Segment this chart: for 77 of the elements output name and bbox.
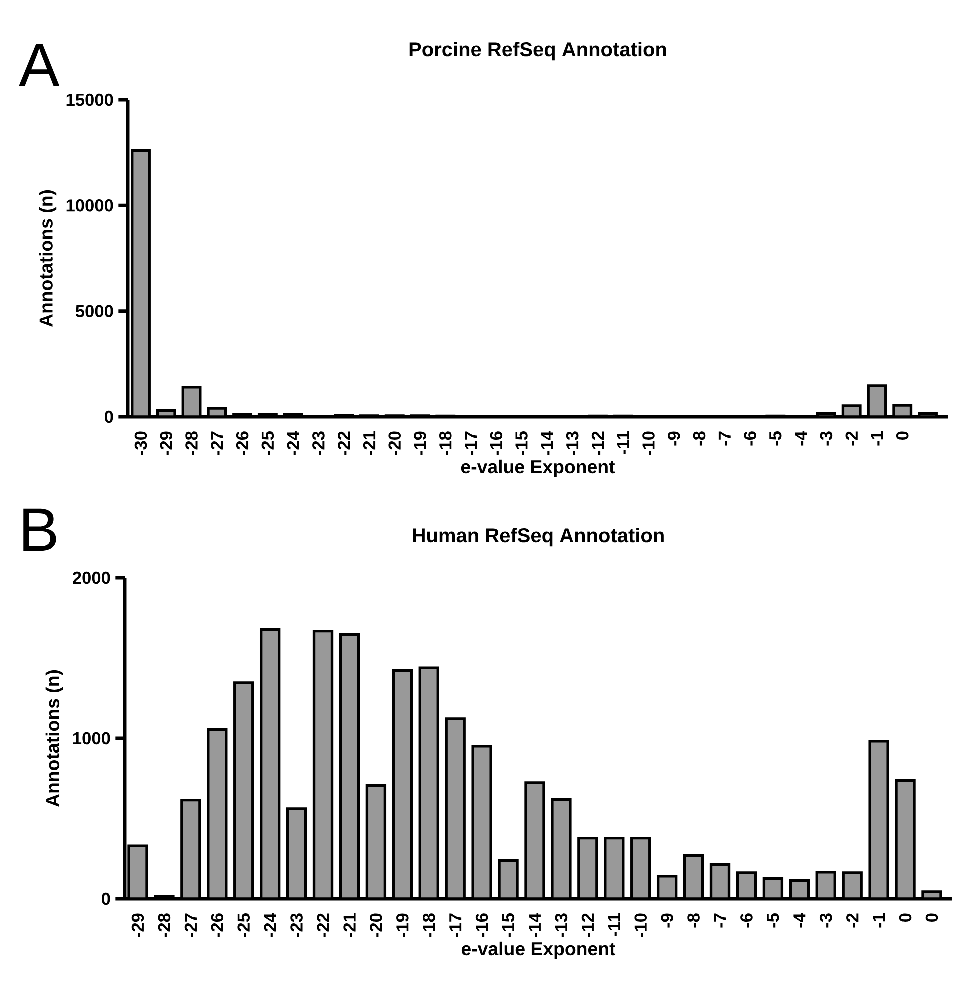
y-tick-label: 0 <box>105 410 114 424</box>
x-axis-title: e-value Exponent <box>462 942 616 960</box>
x-tick-label: -28 <box>186 432 198 456</box>
x-tick-label: -9 <box>661 914 674 928</box>
x-tick-label: -21 <box>363 432 376 456</box>
x-tick-label: -5 <box>770 432 782 446</box>
x-tick-label: -1 <box>871 432 884 446</box>
x-tick-label: -24 <box>287 431 300 456</box>
x-tick-label: -1 <box>873 914 886 928</box>
x-tick-label: -23 <box>290 914 303 938</box>
x-tick-label: -30 <box>134 432 148 456</box>
x-tick-label: -18 <box>440 432 452 456</box>
x-tick-label: -16 <box>490 432 503 456</box>
x-tick-label: -17 <box>465 432 477 456</box>
x-tick-label: -6 <box>744 432 756 446</box>
y-tick-label: 2000 <box>73 572 110 584</box>
x-tick-label: -2 <box>846 432 858 446</box>
y-axis-title: Annotations (n) <box>46 670 64 807</box>
text: A <box>19 44 60 86</box>
x-tick-label: -13 <box>566 432 579 456</box>
x-tick-label: -21 <box>344 914 356 938</box>
text: B <box>24 508 56 552</box>
x-tick-label: -7 <box>714 914 726 928</box>
y-tick-label: 0 <box>102 892 110 906</box>
x-tick-label: -27 <box>211 432 224 456</box>
x-tick-label: -14 <box>529 913 541 938</box>
x-tick-label: -29 <box>132 914 144 938</box>
y-tick-label: 5000 <box>76 305 114 318</box>
x-tick-label: -25 <box>238 914 250 938</box>
x-tick-label: -15 <box>502 914 515 938</box>
x-tick-label: -3 <box>820 914 832 928</box>
x-tick-label: 0 <box>896 432 909 440</box>
y-tick-label: 15000 <box>66 94 114 106</box>
chart-title: Porcine RefSeq Annotation <box>410 42 666 61</box>
x-tick-label: -24 <box>264 913 276 938</box>
x-tick-label: 0 <box>899 914 912 922</box>
x-tick-label: -16 <box>476 914 488 938</box>
x-tick-label: -2 <box>846 914 859 928</box>
x-tick-label: -13 <box>555 914 568 938</box>
x-tick-label: -4 <box>795 431 808 446</box>
x-tick-label: -4 <box>794 913 806 928</box>
x-axis-title: e-value Exponent <box>461 460 616 478</box>
x-tick-label: -18 <box>422 914 436 938</box>
x-tick-label: -10 <box>634 914 647 938</box>
x-tick-label: -14 <box>541 431 554 456</box>
x-tick-label: -20 <box>370 914 382 938</box>
y-tick-label: 10000 <box>66 200 114 212</box>
x-tick-label: -12 <box>592 432 604 456</box>
x-tick-label: -20 <box>388 432 402 456</box>
x-tick-label: -11 <box>608 914 620 936</box>
x-tick-label: -26 <box>236 432 249 456</box>
y-axis-title: Annotations (n) <box>39 190 57 327</box>
x-tick-label: -19 <box>414 432 426 456</box>
x-tick-label: -9 <box>668 432 680 446</box>
x-tick-label: -29 <box>160 432 173 456</box>
x-tick-label: -22 <box>317 914 330 938</box>
x-tick-label: -22 <box>338 432 350 456</box>
x-tick-label: -5 <box>767 914 780 928</box>
x-tick-label: -8 <box>688 914 700 928</box>
x-tick-label: -23 <box>312 432 325 456</box>
x-tick-label: -11 <box>617 432 630 454</box>
x-tick-label: -28 <box>158 914 171 938</box>
x-tick-label: -8 <box>693 432 706 446</box>
x-tick-label: -6 <box>740 914 753 928</box>
x-tick-label: -15 <box>516 432 528 456</box>
chart-title: Human RefSeq Annotation <box>413 528 664 547</box>
x-tick-label: -25 <box>262 432 274 456</box>
x-tick-label: -10 <box>642 432 655 456</box>
x-tick-label: -26 <box>211 914 224 938</box>
x-tick-label: -12 <box>582 914 594 938</box>
x-tick-label: -17 <box>450 914 462 938</box>
y-tick-label: 1000 <box>73 732 110 745</box>
x-tick-label: 0 <box>926 914 938 922</box>
x-tick-label: -27 <box>184 914 197 938</box>
x-tick-label: -7 <box>718 432 731 446</box>
x-tick-label: -3 <box>820 432 833 446</box>
x-tick-label: -19 <box>396 914 409 938</box>
